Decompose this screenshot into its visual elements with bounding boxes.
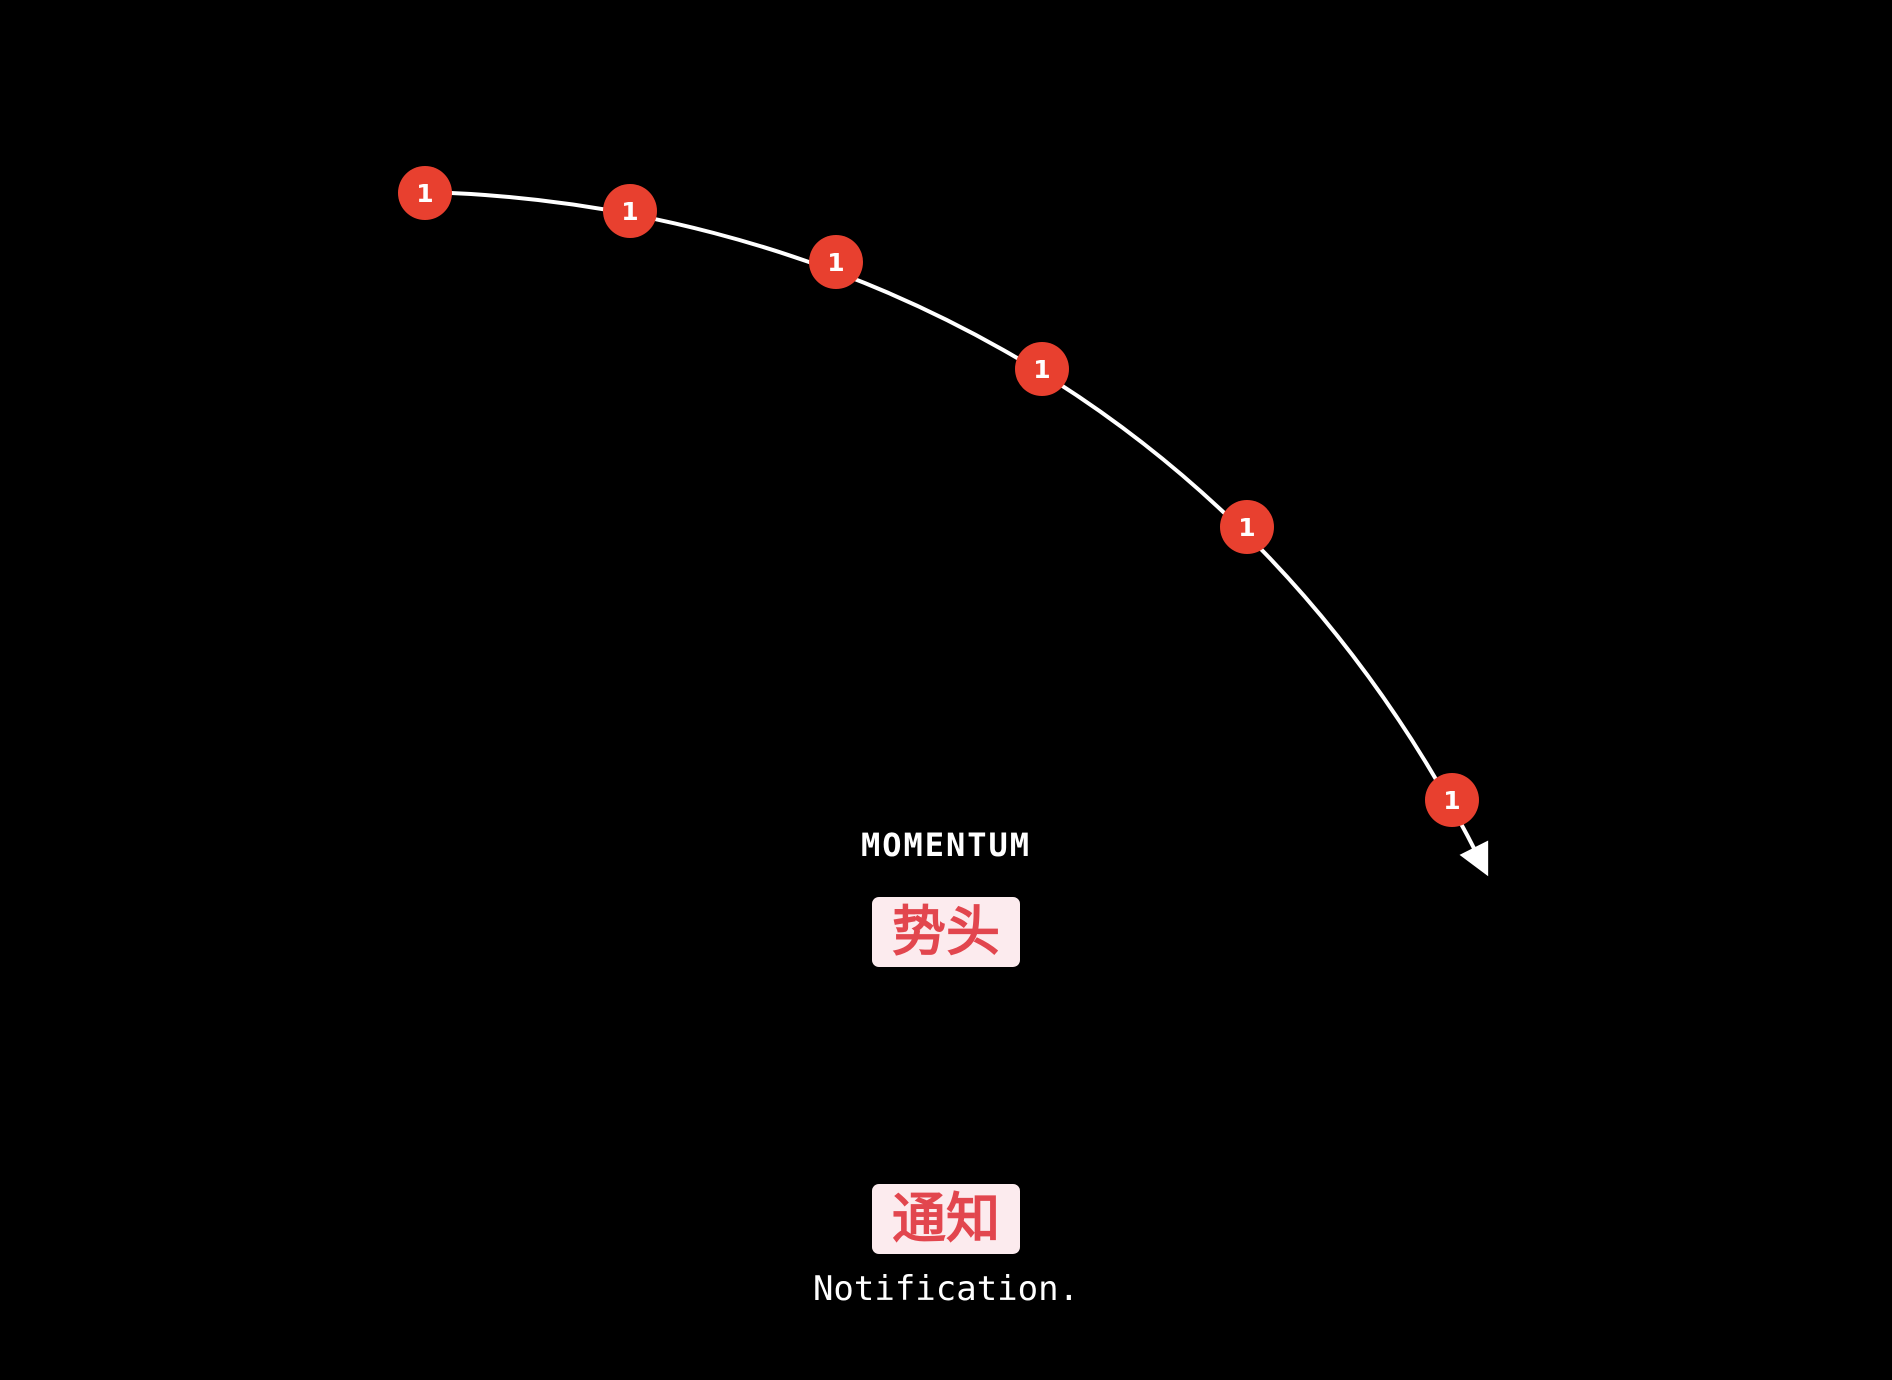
- momentum-arc-arrow: [424, 190, 1489, 877]
- notification-badge-count: 1: [621, 197, 638, 226]
- notification-badge-count: 1: [1033, 355, 1050, 384]
- notification-badge-circle: [603, 184, 657, 238]
- notification-badges: 1 1 1 1 1 1: [398, 166, 1479, 827]
- notification-badge-circle: [1015, 342, 1069, 396]
- notification-badge-count: 1: [1238, 513, 1255, 542]
- notification-badge: 1: [603, 184, 657, 238]
- notification-badge: 1: [809, 235, 863, 289]
- notification-caption: Notification.: [812, 1269, 1080, 1309]
- notification-badge: 1: [1220, 500, 1274, 554]
- notification-badge: 1: [1425, 773, 1479, 827]
- momentum-title: MOMENTUM: [860, 826, 1032, 864]
- momentum-chinese-label: 势头: [872, 897, 1020, 967]
- notification-badge: 1: [1015, 342, 1069, 396]
- notification-badge-circle: [1425, 773, 1479, 827]
- notification-badge-count: 1: [827, 248, 844, 277]
- notification-badge-count: 1: [416, 179, 433, 208]
- notification-badge: 1: [398, 166, 452, 220]
- notification-badge-circle: [398, 166, 452, 220]
- notification-chinese-label: 通知: [872, 1184, 1020, 1254]
- notification-badge-circle: [809, 235, 863, 289]
- notification-badge-circle: [1220, 500, 1274, 554]
- notification-badge-count: 1: [1443, 786, 1460, 815]
